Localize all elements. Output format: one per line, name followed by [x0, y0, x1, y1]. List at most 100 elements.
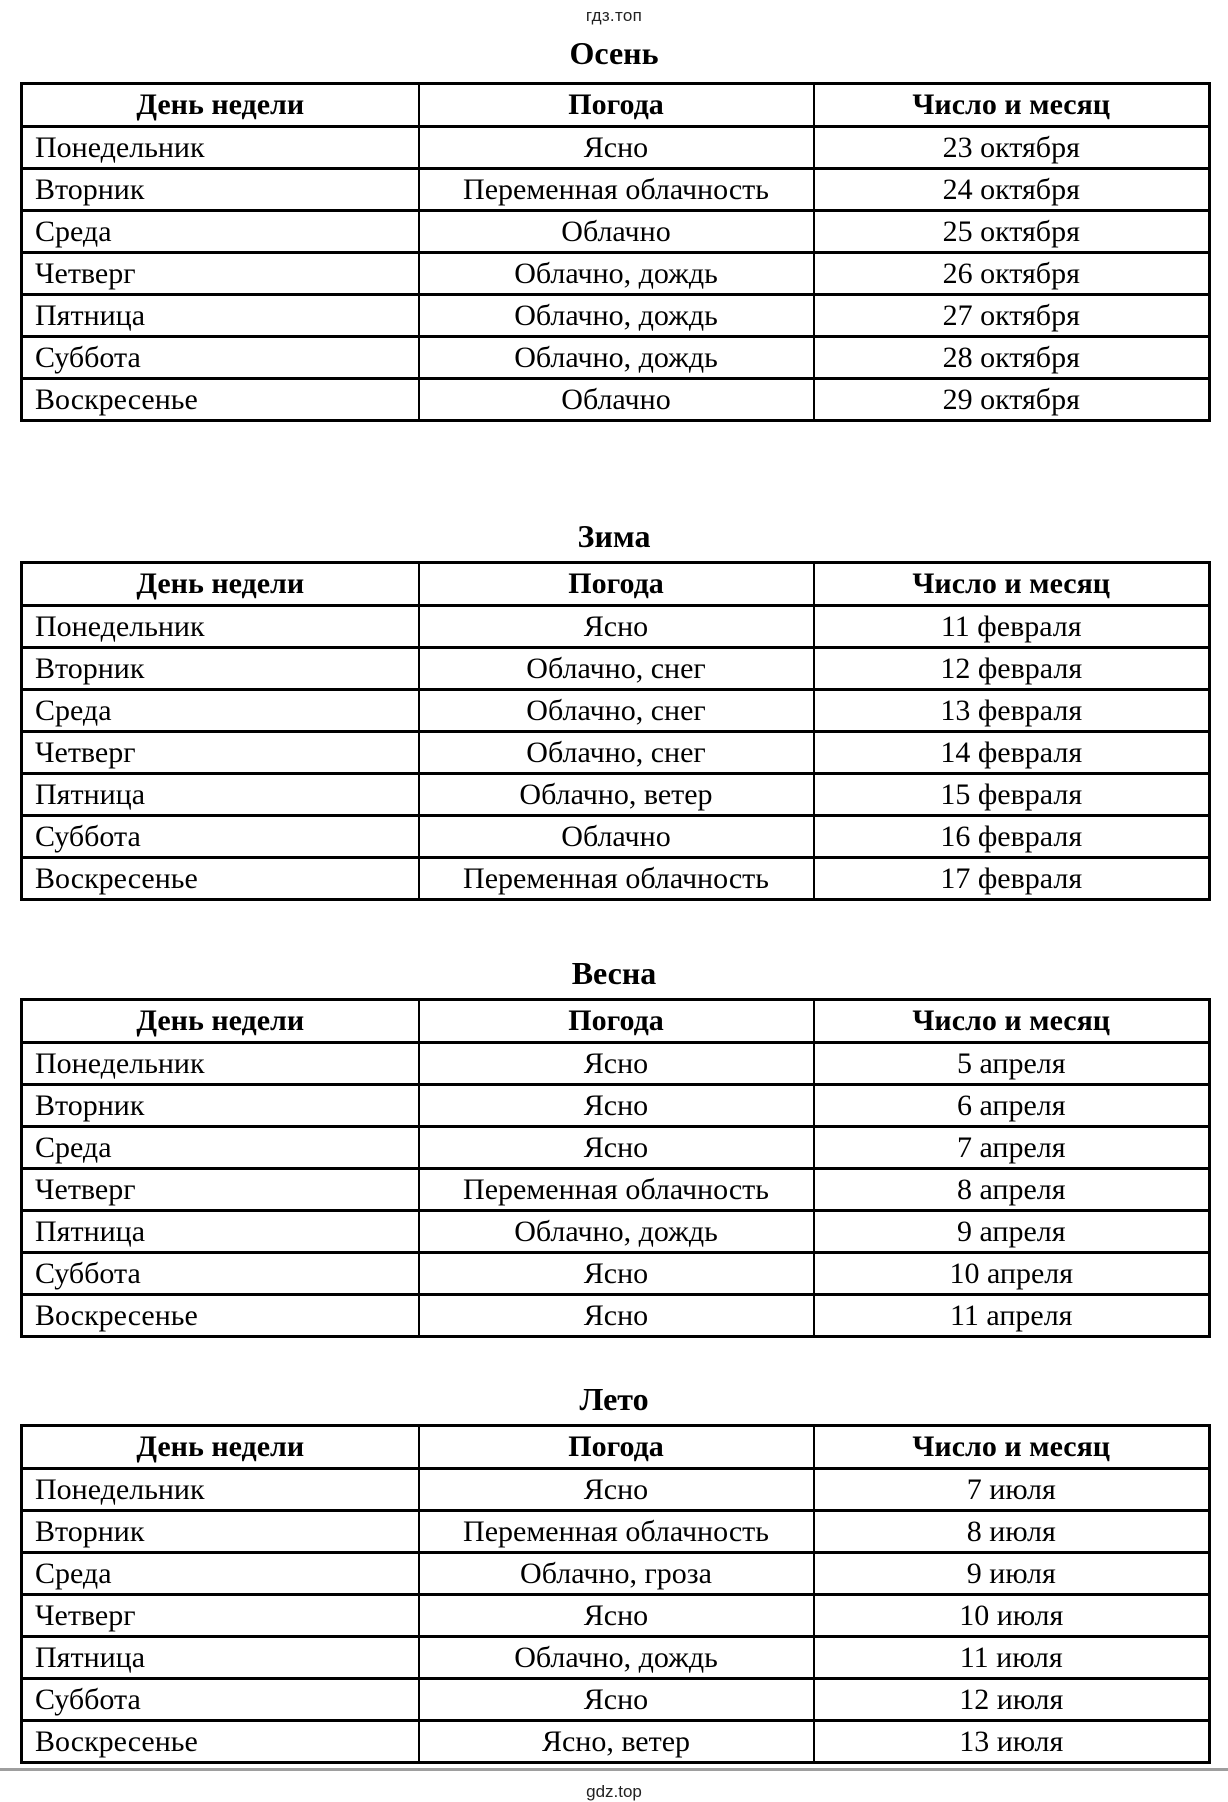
table-cell: 10 июля — [812, 1593, 1211, 1638]
header-row: День недели Погода Число и месяц — [20, 998, 1211, 1044]
table-cell: 7 апреля — [812, 1125, 1211, 1170]
table-cell: Ясно — [417, 125, 815, 170]
table-cell: 12 июля — [812, 1677, 1211, 1722]
table-cell: 6 апреля — [812, 1083, 1211, 1128]
table-cell: Вторник — [20, 646, 420, 691]
table-cell: Понедельник — [20, 604, 420, 649]
table-cell: Облачно — [417, 377, 815, 422]
header-row: День недели Погода Число и месяц — [20, 82, 1211, 128]
table-cell: Переменная облачность — [417, 856, 815, 901]
table-row: Вторник Переменная облачность 24 октября — [20, 167, 1211, 212]
table-row: Суббота Облачно 16 февраля — [20, 814, 1211, 859]
table-cell: Ясно — [417, 1677, 815, 1722]
season-section-4: Лето День недели Погода Число и месяц Поне… — [0, 1380, 1228, 1764]
table-row: Вторник Переменная облачность 8 июля — [20, 1509, 1211, 1554]
table-cell: Облачно, дождь — [417, 1209, 815, 1254]
table-cell: Ясно, ветер — [417, 1719, 815, 1764]
table-cell: Переменная облачность — [417, 167, 815, 212]
column-header: Погода — [417, 561, 815, 607]
header-row: День недели Погода Число и месяц — [20, 561, 1211, 607]
table-cell: Воскресенье — [20, 1719, 420, 1764]
site-header-label: гдз.топ — [585, 6, 643, 25]
table-cell: Воскресенье — [20, 377, 420, 422]
table-row: Вторник Ясно 6 апреля — [20, 1083, 1211, 1128]
table-row: Воскресенье Ясно 11 апреля — [20, 1293, 1211, 1338]
column-header: День недели — [20, 561, 420, 607]
table-row: Четверг Облачно, дождь 26 октября — [20, 251, 1211, 296]
weather-table: День недели Погода Число и месяц Понедельн… — [20, 1424, 1211, 1764]
table-cell: Ясно — [417, 1083, 815, 1128]
table-cell: 13 февраля — [812, 688, 1211, 733]
table-cell: Облачно, дождь — [417, 293, 815, 338]
table-cell: 12 февраля — [812, 646, 1211, 691]
table-row: Понедельник Ясно 5 апреля — [20, 1041, 1211, 1086]
table-cell: Облачно, снег — [417, 646, 815, 691]
table-row: Суббота Ясно 12 июля — [20, 1677, 1211, 1722]
table-cell: 23 октября — [812, 125, 1211, 170]
table-cell: 9 июля — [812, 1551, 1211, 1596]
table-cell: Облачно — [417, 209, 815, 254]
column-header: Число и месяц — [812, 82, 1211, 128]
table-cell: 5 апреля — [812, 1041, 1211, 1086]
table-cell: Воскресенье — [20, 1293, 420, 1338]
table-cell: Облачно, снег — [417, 688, 815, 733]
table-cell: Понедельник — [20, 125, 420, 170]
table-cell: 27 октября — [812, 293, 1211, 338]
table-row: Среда Облачно 25 октября — [20, 209, 1211, 254]
table-body: Понедельник Ясно 11 февраля Вторник Облачно,… — [20, 604, 1211, 901]
table-cell: 10 апреля — [812, 1251, 1211, 1296]
table-cell: Ясно — [417, 1293, 815, 1338]
table-cell: Ясно — [417, 1467, 815, 1512]
table-cell: 11 февраля — [812, 604, 1211, 649]
table-cell: Облачно, дождь — [417, 1635, 815, 1680]
season-section-1: Осень День недели Погода Число и месяц Пон… — [0, 34, 1228, 422]
table-cell: 16 февраля — [812, 814, 1211, 859]
table-cell: Пятница — [20, 772, 420, 817]
table-row: Суббота Облачно, дождь 28 октября — [20, 335, 1211, 380]
table-row: Пятница Облачно, дождь 9 апреля — [20, 1209, 1211, 1254]
column-header: Погода — [417, 82, 815, 128]
column-header: Число и месяц — [812, 1424, 1211, 1470]
table-cell: Облачно, снег — [417, 730, 815, 775]
table-cell: Ясно — [417, 1593, 815, 1638]
table-row: Суббота Ясно 10 апреля — [20, 1251, 1211, 1296]
season-title: Лето — [579, 1381, 649, 1417]
column-header: День недели — [20, 1424, 420, 1470]
column-header: День недели — [20, 998, 420, 1044]
season-section-2: Зима День недели Погода Число и месяц Поне… — [0, 517, 1228, 901]
table-cell: Ясно — [417, 1251, 815, 1296]
table-cell: Облачно, ветер — [417, 772, 815, 817]
table-cell: Среда — [20, 1125, 420, 1170]
table-body: Понедельник Ясно 7 июля Вторник Переменная о… — [20, 1467, 1211, 1764]
table-cell: 8 июля — [812, 1509, 1211, 1554]
table-cell: Вторник — [20, 1083, 420, 1128]
table-cell: Вторник — [20, 167, 420, 212]
table-cell: 11 июля — [812, 1635, 1211, 1680]
site-footer-label: gdz.top — [586, 1782, 642, 1801]
table-cell: Понедельник — [20, 1041, 420, 1086]
table-row: Среда Облачно, снег 13 февраля — [20, 688, 1211, 733]
table-cell: Четверг — [20, 251, 420, 296]
table-cell: Облачно — [417, 814, 815, 859]
table-cell: Четверг — [20, 1593, 420, 1638]
table-cell: Среда — [20, 209, 420, 254]
weather-table: День недели Погода Число и месяц Понедельн… — [20, 998, 1211, 1338]
table-cell: Четверг — [20, 730, 420, 775]
table-row: Воскресенье Ясно, ветер 13 июля — [20, 1719, 1211, 1764]
column-header: Число и месяц — [812, 561, 1211, 607]
column-header: Число и месяц — [812, 998, 1211, 1044]
table-cell: 26 октября — [812, 251, 1211, 296]
table-cell: Суббота — [20, 335, 420, 380]
table-cell: Суббота — [20, 1677, 420, 1722]
table-row: Пятница Облачно, ветер 15 февраля — [20, 772, 1211, 817]
table-cell: 7 июля — [812, 1467, 1211, 1512]
table-cell: Вторник — [20, 1509, 420, 1554]
column-header: Погода — [417, 1424, 815, 1470]
table-row: Вторник Облачно, снег 12 февраля — [20, 646, 1211, 691]
table-cell: 9 апреля — [812, 1209, 1211, 1254]
table-cell: Пятница — [20, 1635, 420, 1680]
column-header: День недели — [20, 82, 420, 128]
table-cell: Среда — [20, 688, 420, 733]
table-cell: Суббота — [20, 1251, 420, 1296]
table-cell: Переменная облачность — [417, 1167, 815, 1212]
